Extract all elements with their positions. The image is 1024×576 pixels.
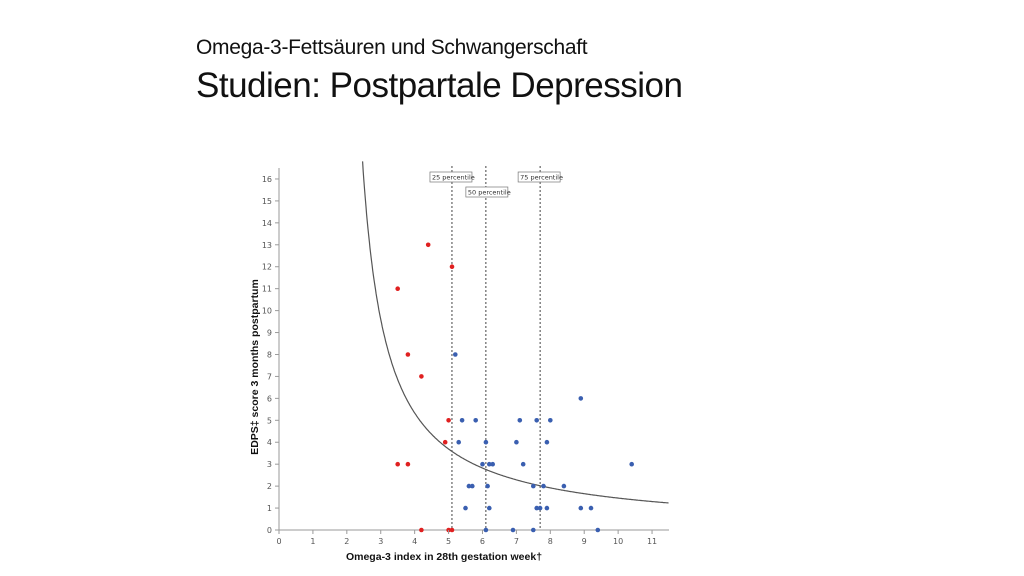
percentile-label: 75 percentile [520,174,563,182]
plot-frame [278,168,669,531]
data-point [446,418,451,423]
percentile-label: 50 percentile [468,189,511,197]
data-point [459,418,465,423]
data-point [425,242,431,248]
data-point [473,418,479,423]
x-tick-label: 10 [613,537,623,546]
y-tick-label: 3 [267,460,272,469]
x-tick-label: 5 [446,537,451,546]
data-point [534,505,539,511]
data-point [561,483,567,489]
percentile-label: 25 percentile [432,174,475,182]
y-tick-label: 5 [267,416,272,425]
data-point [520,461,526,467]
x-tick-label: 9 [582,537,587,546]
data-point [544,439,550,445]
data-point [419,527,424,533]
x-tick-label: 2 [344,537,349,546]
data-point [541,483,546,489]
data-point [463,505,468,511]
x-tick-label: 0 [276,537,281,546]
data-point [449,264,455,270]
percentile-label-box [429,171,473,183]
data-point [487,461,492,467]
data-point [490,461,496,467]
x-tick-label: 4 [412,537,417,546]
y-tick-label: 0 [267,526,272,535]
data-point [544,505,550,511]
y-tick-label: 12 [262,263,272,272]
data-point [395,286,401,292]
data-point [514,439,519,445]
data-point [588,505,594,511]
y-tick-label: 11 [262,285,272,294]
y-tick-label: 9 [267,329,272,338]
x-axis-title: Omega-3 index in 28th gestation week† [346,551,542,563]
x-tick-label: 1 [310,537,315,546]
data-point [578,505,584,511]
y-tick-label: 7 [267,372,272,381]
percentile-label-box [465,186,509,198]
data-point [466,483,472,489]
data-point [537,505,543,511]
percentile-label-box [517,171,561,183]
data-point [485,483,490,489]
y-tick-label: 1 [267,504,272,513]
data-point [453,352,458,357]
y-axis-title: EDPS‡ score 3 months postpartum [249,279,261,455]
data-point [456,439,462,445]
y-tick-label: 14 [262,219,272,228]
data-point [510,527,516,533]
data-point [483,439,489,445]
data-point [442,439,448,445]
trend-curve [362,161,669,504]
data-point [405,352,411,357]
data-point [419,374,424,379]
data-points [395,242,634,533]
y-tick-label: 16 [262,175,272,184]
percentile-lines: 25 percentile 50 percentile 75 percentile [429,166,563,530]
x-tick-label: 3 [378,537,383,546]
x-axis-ticks: 0 1 2 3 4 5 6 7 8 9 10 11 [276,530,657,546]
x-tick-label: 11 [647,537,657,546]
trend-curve-layer [362,161,669,504]
data-point [449,527,455,533]
data-point [531,527,536,533]
y-tick-label: 15 [262,197,272,206]
y-tick-label: 13 [262,241,272,250]
y-tick-label: 6 [267,394,272,403]
data-point [487,505,492,511]
data-point [470,483,475,489]
data-point [534,418,539,423]
data-point [405,461,411,467]
slide-subtitle: Omega-3-Fettsäuren und Schwangerschaft [196,36,588,59]
data-point [517,418,523,423]
data-point [595,527,601,533]
data-point [483,527,489,533]
y-tick-label: 4 [267,438,272,447]
y-tick-label: 2 [267,482,272,491]
slide-title: Studien: Postpartale Depression [196,66,683,105]
x-tick-label: 6 [480,537,485,546]
y-tick-label: 8 [267,350,272,359]
data-point [548,418,553,423]
data-point [395,461,401,467]
y-tick-label: 10 [262,307,272,316]
x-tick-label: 8 [548,537,553,546]
data-point [578,396,584,401]
x-tick-label: 7 [514,537,519,546]
data-point [480,461,485,467]
data-point [629,461,634,467]
data-point [531,483,536,489]
